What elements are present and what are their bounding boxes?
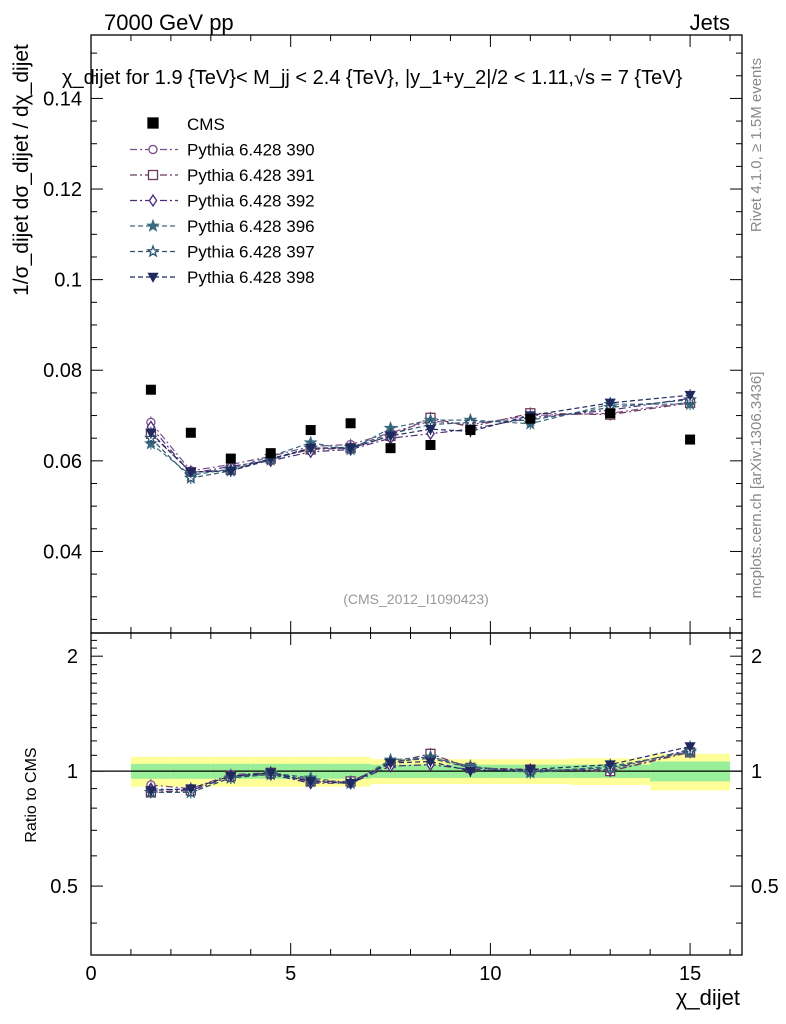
ratio-point	[344, 778, 357, 790]
ratio-y-tick-label: 1	[67, 761, 78, 783]
cms-point	[265, 448, 276, 459]
ratio-point	[684, 742, 696, 753]
y-tick-label: 0.1	[54, 270, 82, 292]
x-tick-label: 10	[479, 963, 501, 985]
header-category: Jets	[690, 10, 730, 35]
legend-marker	[147, 169, 159, 181]
x-axis-label: χ_dijet	[676, 985, 740, 1010]
series-point	[305, 443, 317, 455]
x-tick-label: 15	[679, 963, 701, 985]
ratio-y-axis-label: Ratio to CMS	[23, 747, 40, 842]
ratio-point	[424, 757, 437, 768]
y-tick-label: 0.12	[43, 179, 82, 201]
ratio-y-tick-label-right: 2	[751, 646, 762, 668]
analysis-id: (CMS_2012_I1090423)	[343, 591, 489, 607]
ratio-point	[185, 784, 197, 795]
cms-point	[345, 418, 356, 429]
legend-label: Pythia 6.428 396	[187, 217, 315, 236]
mcplots-label: mcplots.cern.ch [arXiv:1306.3436]	[748, 372, 765, 599]
y-axis-label: 1/σ_dijet dσ_dijet / dχ_dijet	[10, 44, 33, 296]
series-point	[344, 443, 357, 455]
cms-point	[225, 453, 236, 464]
main-panel: 0.04 0.06 0.08 0.1 0.12 0.14	[43, 34, 743, 955]
legend-label: Pythia 6.428 390	[187, 141, 315, 160]
ratio-series-line	[150, 750, 691, 793]
ratio-y-tick-label: 2	[67, 646, 78, 668]
legend-label: Pythia 6.428 397	[187, 243, 315, 262]
cms-point	[425, 439, 436, 450]
cms-point	[385, 443, 396, 454]
ratio-point	[524, 765, 536, 776]
cms-point	[605, 408, 616, 419]
plot-title: χ_dijet for 1.9 {TeV}< M_jj < 2.4 {TeV},…	[62, 67, 683, 89]
legend-marker	[147, 117, 159, 129]
ratio-series-line	[150, 745, 691, 792]
legend-label: Pythia 6.428 391	[187, 166, 315, 185]
ratio-point	[305, 777, 317, 788]
series-point	[225, 466, 237, 477]
ratio-point	[265, 768, 277, 779]
series-line	[150, 403, 691, 476]
series-point	[185, 467, 197, 479]
series-point	[384, 431, 397, 442]
header-energy: 7000 GeV pp	[104, 10, 234, 35]
ratio-y-tick-label-right: 1	[751, 761, 762, 783]
legend-marker	[147, 272, 159, 283]
cms-point	[145, 384, 156, 395]
ratio-point	[384, 758, 397, 769]
x-tick-label: 0	[85, 963, 96, 985]
series-point	[684, 390, 696, 401]
y-tick-label: 0.08	[43, 360, 82, 382]
series-point	[604, 398, 616, 409]
legend-marker	[146, 218, 160, 232]
ratio-point	[145, 786, 157, 797]
series-line	[150, 399, 691, 479]
cms-point	[465, 425, 476, 436]
series-point	[463, 414, 478, 429]
ratio-point	[464, 766, 477, 777]
cms-point	[305, 425, 316, 436]
series-line	[150, 401, 691, 472]
y-tick-label: 0.06	[43, 451, 82, 473]
legend: CMS Pythia 6.428 390 Pythia 6.428 391 Pythi…	[130, 115, 315, 287]
rivet-version-label: Rivet 4.1.0, ≥ 1.5M events	[748, 58, 765, 232]
ratio-panel: 0 5 10 15 0.5 0.5 1 1 2 2	[50, 632, 779, 985]
ratio-frame	[90, 632, 743, 956]
cms-point	[525, 413, 536, 424]
series-point	[424, 424, 437, 435]
series-line	[150, 397, 691, 475]
ratio-point	[225, 771, 237, 783]
y-tick-label: 0.14	[43, 88, 82, 110]
legend-label: CMS	[187, 115, 225, 134]
legend-marker	[148, 193, 158, 208]
legend-label: Pythia 6.428 392	[187, 192, 315, 211]
legend-marker	[148, 144, 158, 155]
series-line	[150, 394, 691, 473]
cms-point	[185, 427, 196, 438]
ratio-y-tick-label: 0.5	[50, 876, 78, 898]
legend-label: Pythia 6.428 398	[187, 268, 315, 287]
legend-marker	[146, 244, 160, 258]
cms-point	[685, 434, 696, 445]
series-point	[145, 428, 157, 439]
y-tick-label: 0.04	[43, 541, 82, 563]
ratio-y-tick-label-right: 0.5	[751, 876, 779, 898]
x-tick-label: 5	[285, 963, 296, 985]
ratio-point	[604, 760, 616, 771]
